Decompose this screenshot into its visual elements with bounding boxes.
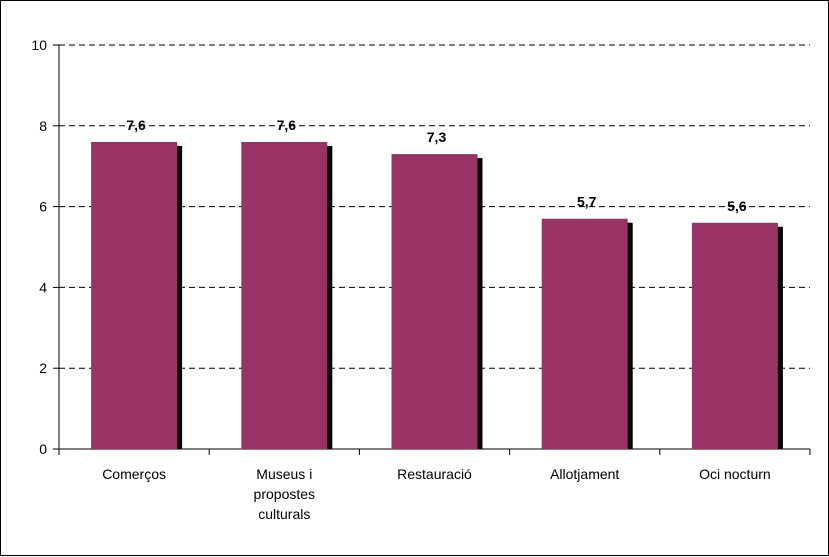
category-label: culturals xyxy=(258,506,310,522)
bar xyxy=(541,218,628,449)
y-tick-label: 6 xyxy=(39,199,47,215)
category-label: Allotjament xyxy=(550,466,619,482)
data-label: 5,7 xyxy=(577,194,597,210)
y-tick-label: 8 xyxy=(39,118,47,134)
y-tick-label: 2 xyxy=(39,360,47,376)
y-tick-label: 0 xyxy=(39,441,47,457)
category-label: propostes xyxy=(254,486,315,502)
category-label: Comerços xyxy=(102,466,166,482)
category-label: Restauració xyxy=(397,466,472,482)
y-tick-label: 10 xyxy=(31,37,47,53)
data-label: 7,3 xyxy=(427,129,447,145)
bar xyxy=(91,141,178,449)
y-tick-label: 4 xyxy=(39,279,47,295)
category-label: Oci nocturn xyxy=(699,466,771,482)
bar xyxy=(391,154,478,449)
bar xyxy=(241,141,328,449)
data-label: 7,6 xyxy=(277,117,297,133)
category-label: Museus i xyxy=(256,466,312,482)
data-label: 7,6 xyxy=(126,117,146,133)
bar xyxy=(691,222,778,449)
data-label: 5,6 xyxy=(727,198,747,214)
